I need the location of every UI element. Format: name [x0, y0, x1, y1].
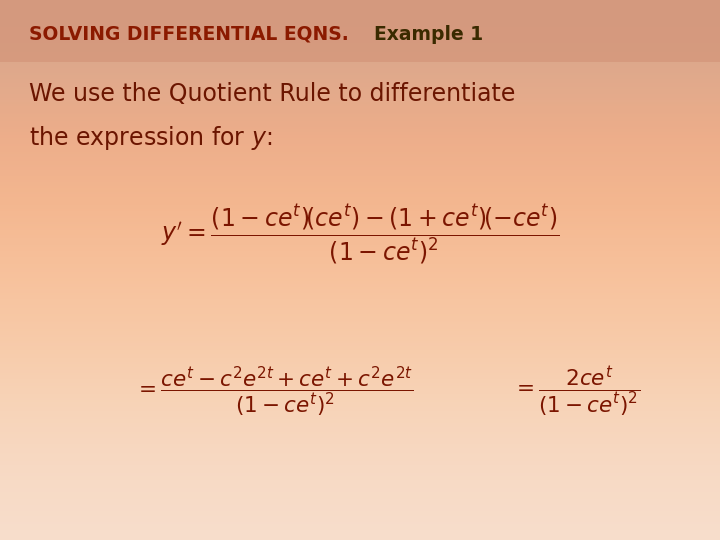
Text: $y' = \dfrac{\left(1 - ce^t\right)\!\left(ce^t\right) - \left(1 + ce^t\right)\!\: $y' = \dfrac{\left(1 - ce^t\right)\!\lef… — [161, 204, 559, 266]
Bar — [0, 0, 720, 62]
Text: SOLVING DIFFERENTIAL EQNS.: SOLVING DIFFERENTIAL EQNS. — [29, 24, 348, 44]
Text: $= \dfrac{ce^t - c^2e^{2t} + ce^t + c^2e^{2t}}{\left(1 - ce^t\right)^2}$: $= \dfrac{ce^t - c^2e^{2t} + ce^t + c^2e… — [134, 364, 413, 418]
Text: Example 1: Example 1 — [374, 24, 484, 44]
Text: $= \dfrac{2ce^t}{\left(1 - ce^t\right)^2}$: $= \dfrac{2ce^t}{\left(1 - ce^t\right)^2… — [512, 364, 640, 418]
Text: the expression for $y$:: the expression for $y$: — [29, 124, 272, 152]
Text: We use the Quotient Rule to differentiate: We use the Quotient Rule to differentiat… — [29, 83, 516, 106]
